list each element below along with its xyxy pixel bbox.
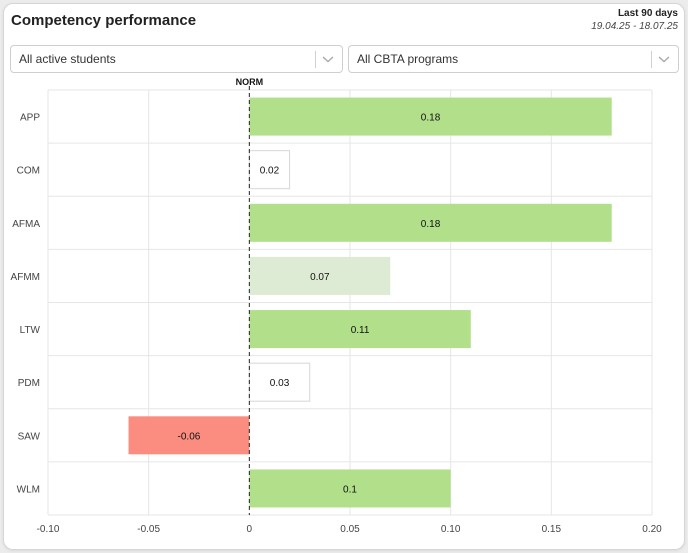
period-range: 19.04.25 - 18.07.25 [591, 21, 678, 32]
category-label: WLM [17, 484, 40, 495]
bar [249, 256, 391, 295]
bar [249, 97, 612, 136]
category-label: LTW [20, 325, 41, 336]
students-filter-select[interactable]: All active students [10, 45, 343, 73]
x-tick-label: -0.10 [37, 524, 60, 535]
bar [249, 203, 612, 242]
x-tick-label: 0 [247, 524, 253, 535]
students-filter-value: All active students [19, 52, 116, 66]
select-divider [651, 51, 652, 68]
data-label: 0.1 [343, 484, 357, 495]
x-tick-label: 0.10 [441, 524, 461, 535]
bar [249, 310, 471, 349]
chevron-down-icon[interactable] [656, 50, 672, 68]
category-label: COM [17, 166, 40, 177]
norm-label: NORM [236, 77, 264, 87]
data-label: 0.07 [310, 272, 330, 283]
category-label: AFMA [12, 219, 40, 230]
data-label: 0.11 [351, 325, 370, 336]
programs-filter-select[interactable]: All CBTA programs [348, 45, 679, 73]
category-label: AFMM [11, 272, 40, 283]
bar [128, 416, 250, 455]
chart-title: Competency performance [11, 12, 197, 29]
category-label: SAW [18, 431, 41, 442]
period-label: Last 90 days [617, 8, 678, 19]
bar [249, 469, 451, 508]
data-label: 0.02 [260, 166, 280, 177]
select-divider [315, 51, 316, 68]
x-tick-label: 0.20 [642, 524, 662, 535]
bar [248, 362, 311, 402]
x-tick-label: 0.15 [542, 524, 562, 535]
data-label: 0.18 [421, 219, 441, 230]
chevron-down-icon[interactable] [320, 50, 336, 68]
bar [248, 150, 291, 190]
x-tick-label: -0.05 [137, 524, 160, 535]
x-tick-label: 0.05 [340, 524, 360, 535]
category-label: PDM [18, 378, 40, 389]
category-label: APP [20, 113, 40, 124]
data-label: -0.06 [178, 431, 201, 442]
data-label: 0.03 [270, 378, 290, 389]
period-info: Last 90 days 19.04.25 - 18.07.25 [591, 7, 678, 33]
data-label: 0.18 [421, 113, 441, 124]
programs-filter-value: All CBTA programs [357, 52, 459, 66]
